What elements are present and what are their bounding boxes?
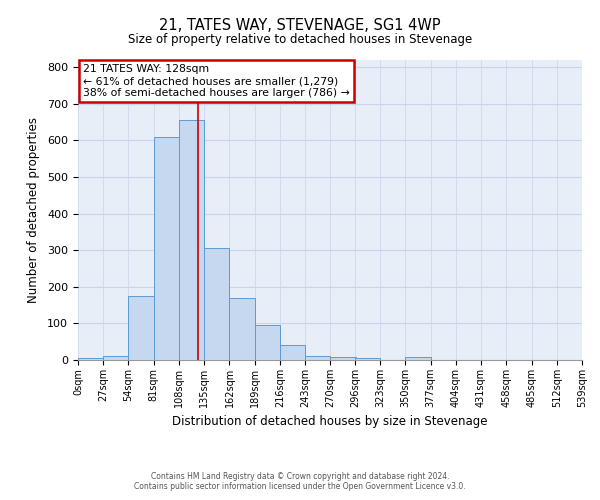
Bar	[305, 356, 331, 360]
Bar	[280, 346, 305, 360]
Bar	[103, 356, 128, 360]
Bar	[331, 357, 356, 360]
Text: 21 TATES WAY: 128sqm
← 61% of detached houses are smaller (1,279)
38% of semi-de: 21 TATES WAY: 128sqm ← 61% of detached h…	[83, 64, 350, 98]
Y-axis label: Number of detached properties: Number of detached properties	[27, 117, 40, 303]
Bar	[204, 248, 229, 360]
Bar	[355, 358, 380, 360]
Bar	[255, 324, 280, 360]
X-axis label: Distribution of detached houses by size in Stevenage: Distribution of detached houses by size …	[172, 416, 488, 428]
Bar	[229, 298, 255, 360]
Bar	[154, 137, 179, 360]
Bar	[128, 296, 154, 360]
Text: Contains HM Land Registry data © Crown copyright and database right 2024.
Contai: Contains HM Land Registry data © Crown c…	[134, 472, 466, 491]
Text: Size of property relative to detached houses in Stevenage: Size of property relative to detached ho…	[128, 32, 472, 46]
Bar	[78, 358, 103, 360]
Text: 21, TATES WAY, STEVENAGE, SG1 4WP: 21, TATES WAY, STEVENAGE, SG1 4WP	[159, 18, 441, 32]
Bar	[405, 357, 431, 360]
Bar	[179, 120, 204, 360]
